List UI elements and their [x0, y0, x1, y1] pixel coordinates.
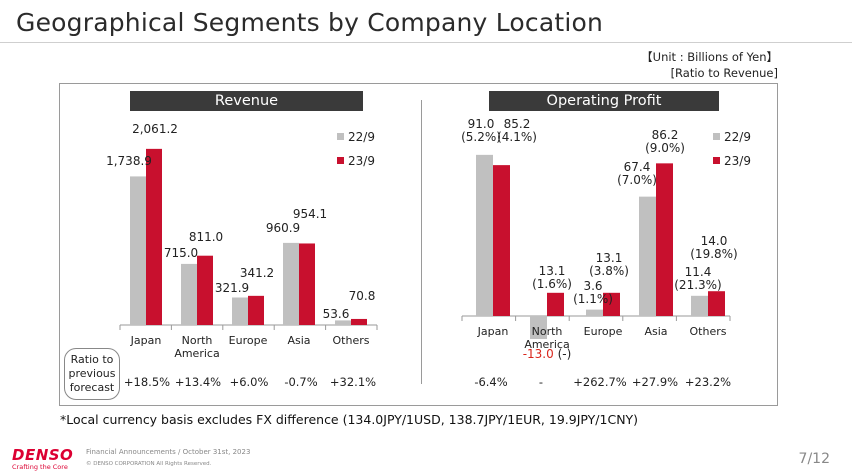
- op-category-label-asia: Asia: [644, 325, 667, 338]
- revenue-legend-swatch: [337, 157, 344, 164]
- revenue-bar-others-23-9: [351, 318, 367, 325]
- logo-tagline: Crafting the Core: [12, 463, 68, 471]
- revenue-bar-japan-23-9: [146, 148, 162, 325]
- ratio-note: [Ratio to Revenue]: [670, 66, 778, 80]
- op-legend-swatch: [713, 157, 720, 164]
- unit-note: 【Unit : Billions of Yen】 [Ratio to Reven…: [641, 49, 778, 81]
- revenue-category-label-europe: Europe: [229, 334, 268, 347]
- revenue-data-label-22-9: 960.9: [266, 221, 300, 235]
- revenue-data-label-23-9: 811.0: [189, 230, 223, 244]
- page-number: 7/12: [798, 451, 830, 467]
- op-bar-europe-23-9: [603, 292, 620, 316]
- op-category-label-europe: Europe: [584, 325, 623, 338]
- op-ratio-asia: +27.9%: [631, 375, 679, 389]
- revenue-data-label-23-9: 70.8: [349, 289, 376, 303]
- revenue-data-label-23-9: 341.2: [240, 266, 274, 280]
- ratio-label-box: Ratio to previous forecast: [64, 348, 120, 400]
- op-legend-label: 23/9: [724, 154, 751, 168]
- op-data-label-22-9: -13.0 (-): [523, 347, 572, 361]
- op-bar-north-america-22-9: [530, 316, 547, 340]
- revenue-ratio-europe: +6.0%: [229, 375, 269, 389]
- revenue-bar-europe-22-9: [232, 297, 248, 325]
- op-data-label-22-9: 3.6 (1.1%): [573, 279, 613, 306]
- revenue-bar-japan-22-9: [130, 176, 146, 325]
- announcement-text: Financial Announcements / October 31st, …: [86, 448, 251, 456]
- revenue-bar-asia-23-9: [299, 243, 315, 325]
- op-bar-europe-22-9: [586, 309, 603, 316]
- revenue-category-label-others: Others: [333, 334, 370, 347]
- revenue-category-label-north-america: North America: [174, 334, 219, 360]
- revenue-legend-label: 23/9: [348, 154, 375, 168]
- revenue-category-label-japan: Japan: [130, 334, 162, 347]
- revenue-data-label-22-9: 715.0: [164, 246, 198, 260]
- revenue-category-label-asia: Asia: [287, 334, 310, 347]
- revenue-ratio-asia: -0.7%: [284, 375, 318, 389]
- op-bar-others-22-9: [691, 295, 708, 316]
- revenue-legend-label: 22/9: [348, 130, 375, 144]
- ratio-label-line: forecast: [69, 381, 115, 394]
- revenue-ratio-north-america: +13.4%: [174, 375, 222, 389]
- revenue-data-label-22-9: 1,738.9: [106, 154, 152, 168]
- op-category-label-japan: Japan: [477, 325, 509, 338]
- revenue-bar-others-22-9: [335, 320, 351, 325]
- revenue-data-label-23-9: 954.1: [293, 207, 327, 221]
- op-ratio-others: +23.2%: [684, 375, 732, 389]
- revenue-bar-north-america-22-9: [181, 263, 197, 325]
- op-category-label-north-america: North America: [524, 325, 569, 351]
- revenue-ratio-others: +32.1%: [329, 375, 377, 389]
- op-data-label-23-9: 13.1 (3.8%): [589, 251, 629, 278]
- op-bar-asia-22-9: [639, 196, 656, 316]
- op-data-label-22-9: 11.4 (21.3%): [674, 265, 721, 292]
- op-bar-north-america-23-9: [547, 292, 564, 316]
- op-bar-others-23-9: [708, 291, 725, 316]
- chart-frame: [59, 83, 778, 406]
- revenue-data-label-22-9: 321.9: [215, 281, 249, 295]
- op-legend-swatch: [713, 133, 720, 140]
- op-data-label-23-9: 14.0 (19.8%): [690, 234, 737, 261]
- op-ratio-japan: -6.4%: [474, 375, 508, 389]
- revenue-bar-north-america-23-9: [197, 255, 213, 325]
- revenue-data-label-23-9: 2,061.2: [132, 122, 178, 136]
- op-data-label-22-9: 67.4 (7.0%): [617, 160, 657, 187]
- revenue-data-label-22-9: 53.6: [323, 307, 350, 321]
- op-ratio-north-america: -: [538, 375, 544, 389]
- op-ratio-europe: +262.7%: [573, 375, 627, 389]
- fx-footnote: *Local currency basis excludes FX differ…: [60, 412, 639, 427]
- op-legend-label: 22/9: [724, 130, 751, 144]
- unit-label: 【Unit : Billions of Yen】: [641, 50, 778, 64]
- copyright-text: © DENSO CORPORATION All Rights Reserved.: [86, 461, 212, 467]
- op-data-label-23-9: 13.1 (1.6%): [532, 264, 572, 291]
- revenue-bar-asia-22-9: [283, 242, 299, 325]
- operating-profit-header: Operating Profit: [489, 91, 719, 111]
- denso-logo: DENSO: [12, 446, 74, 464]
- op-data-label-23-9: 86.2 (9.0%): [645, 128, 685, 155]
- op-bar-japan-22-9: [476, 154, 493, 316]
- op-data-label-22-9: 91.0 (5.2%): [461, 117, 501, 144]
- page-title: Geographical Segments by Company Locatio…: [16, 8, 604, 37]
- panel-divider: [421, 100, 422, 384]
- revenue-bar-europe-23-9: [248, 295, 264, 325]
- op-data-label-23-9: 85.2 (4.1%): [497, 117, 537, 144]
- ratio-label-line: Ratio to: [70, 353, 114, 366]
- revenue-legend-swatch: [337, 133, 344, 140]
- title-divider: [0, 42, 852, 43]
- revenue-header: Revenue: [130, 91, 363, 111]
- op-bar-asia-23-9: [656, 163, 673, 316]
- op-category-label-others: Others: [690, 325, 727, 338]
- ratio-label-line: previous: [68, 367, 116, 380]
- revenue-ratio-japan: +18.5%: [123, 375, 171, 389]
- op-bar-japan-23-9: [493, 165, 510, 316]
